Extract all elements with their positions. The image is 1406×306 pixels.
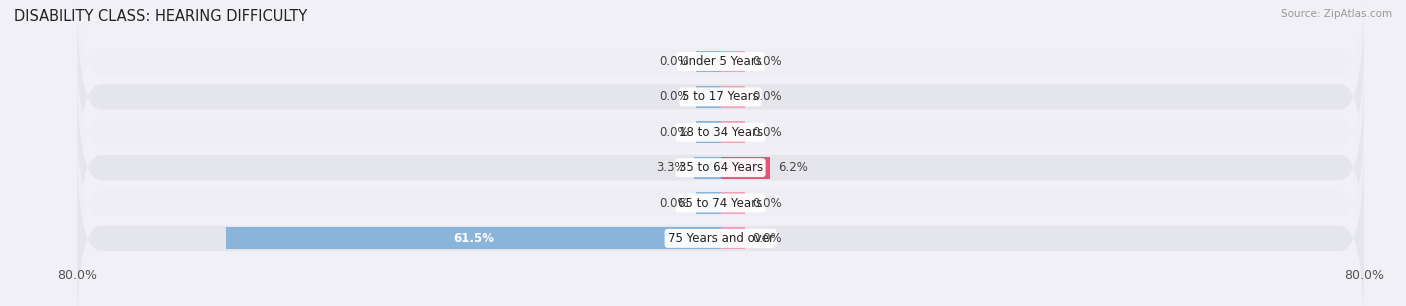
Text: 0.0%: 0.0% — [659, 126, 689, 139]
Text: 65 to 74 Years: 65 to 74 Years — [679, 196, 762, 210]
Text: Source: ZipAtlas.com: Source: ZipAtlas.com — [1281, 9, 1392, 19]
FancyBboxPatch shape — [77, 39, 1364, 226]
Bar — [721, 50, 745, 73]
Bar — [696, 50, 721, 73]
Bar — [696, 121, 721, 143]
Text: 18 to 34 Years: 18 to 34 Years — [679, 126, 762, 139]
Text: 3.3%: 3.3% — [657, 161, 686, 174]
Text: 0.0%: 0.0% — [659, 55, 689, 68]
Bar — [721, 86, 745, 108]
Text: 75 Years and over: 75 Years and over — [668, 232, 773, 245]
Bar — [721, 227, 745, 249]
FancyBboxPatch shape — [77, 110, 1364, 297]
Text: 0.0%: 0.0% — [752, 90, 782, 103]
FancyBboxPatch shape — [77, 0, 1364, 155]
Text: 0.0%: 0.0% — [752, 232, 782, 245]
Bar — [721, 157, 770, 179]
Text: 0.0%: 0.0% — [752, 196, 782, 210]
Text: 61.5%: 61.5% — [453, 232, 494, 245]
Text: Under 5 Years: Under 5 Years — [679, 55, 762, 68]
Text: 5 to 17 Years: 5 to 17 Years — [682, 90, 759, 103]
Text: 6.2%: 6.2% — [779, 161, 808, 174]
Text: 0.0%: 0.0% — [752, 126, 782, 139]
Bar — [695, 157, 721, 179]
Text: 0.0%: 0.0% — [752, 55, 782, 68]
FancyBboxPatch shape — [77, 145, 1364, 306]
Text: 35 to 64 Years: 35 to 64 Years — [679, 161, 762, 174]
Bar — [721, 121, 745, 143]
Text: 0.0%: 0.0% — [659, 196, 689, 210]
Text: DISABILITY CLASS: HEARING DIFFICULTY: DISABILITY CLASS: HEARING DIFFICULTY — [14, 9, 308, 24]
Bar — [696, 192, 721, 214]
Bar — [226, 227, 721, 249]
Text: 0.0%: 0.0% — [659, 90, 689, 103]
FancyBboxPatch shape — [77, 3, 1364, 190]
FancyBboxPatch shape — [77, 74, 1364, 261]
Bar — [721, 192, 745, 214]
Bar — [696, 86, 721, 108]
